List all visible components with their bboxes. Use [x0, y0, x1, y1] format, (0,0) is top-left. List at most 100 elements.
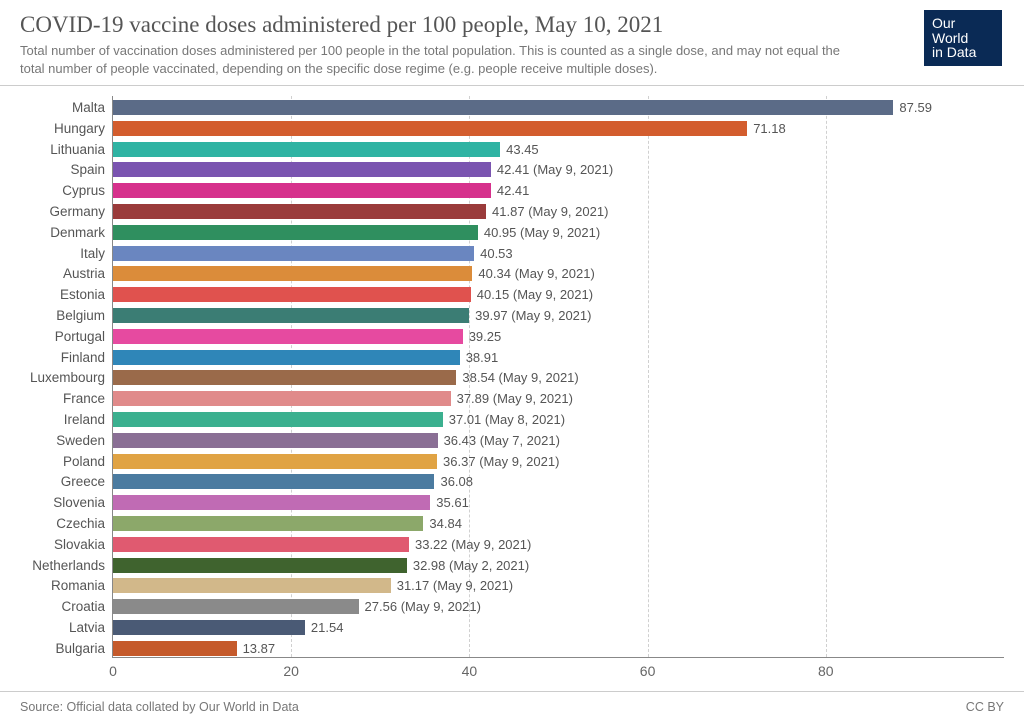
bar — [113, 578, 391, 593]
bar-row: Belgium39.97 (May 9, 2021) — [113, 305, 1004, 326]
bar-row: Slovakia33.22 (May 9, 2021) — [113, 534, 1004, 555]
value-label: 27.56 (May 9, 2021) — [365, 599, 481, 614]
bar — [113, 620, 305, 635]
country-label: Czechia — [3, 516, 113, 531]
chart-area: 020406080Malta87.59Hungary71.18Lithuania… — [0, 86, 1024, 662]
bar-row: Austria40.34 (May 9, 2021) — [113, 263, 1004, 284]
logo-line-2: in Data — [932, 44, 976, 60]
country-label: Bulgaria — [3, 641, 113, 656]
country-label: Greece — [3, 474, 113, 489]
bar — [113, 162, 491, 177]
country-label: Lithuania — [3, 142, 113, 157]
x-tick-label: 80 — [818, 663, 834, 679]
value-label: 40.53 — [480, 246, 513, 261]
bar — [113, 537, 409, 552]
value-label: 41.87 (May 9, 2021) — [492, 204, 608, 219]
bar — [113, 454, 437, 469]
value-label: 36.37 (May 9, 2021) — [443, 454, 559, 469]
source-text: Source: Official data collated by Our Wo… — [20, 700, 299, 714]
bar-row: Croatia27.56 (May 9, 2021) — [113, 596, 1004, 617]
country-label: Romania — [3, 578, 113, 593]
bar-row: Italy40.53 — [113, 243, 1004, 264]
value-label: 38.91 — [466, 350, 499, 365]
value-label: 38.54 (May 9, 2021) — [462, 370, 578, 385]
country-label: Austria — [3, 266, 113, 281]
bar — [113, 412, 443, 427]
bar — [113, 599, 359, 614]
value-label: 36.08 — [440, 474, 473, 489]
bar-row: France37.89 (May 9, 2021) — [113, 388, 1004, 409]
x-tick-label: 40 — [462, 663, 478, 679]
bar-row: Latvia21.54 — [113, 617, 1004, 638]
chart-title: COVID-19 vaccine doses administered per … — [20, 12, 1004, 38]
bar — [113, 495, 430, 510]
bar — [113, 266, 472, 281]
value-label: 34.84 — [429, 516, 462, 531]
value-label: 40.34 (May 9, 2021) — [478, 266, 594, 281]
country-label: Estonia — [3, 287, 113, 302]
country-label: Malta — [3, 100, 113, 115]
country-label: Denmark — [3, 225, 113, 240]
bar — [113, 558, 407, 573]
country-label: France — [3, 391, 113, 406]
bar — [113, 142, 500, 157]
bar-row: Lithuania43.45 — [113, 139, 1004, 160]
bar — [113, 225, 478, 240]
bar-row: Netherlands32.98 (May 2, 2021) — [113, 555, 1004, 576]
bar — [113, 121, 747, 136]
bar-row: Bulgaria13.87 — [113, 638, 1004, 659]
x-tick-label: 0 — [109, 663, 117, 679]
bar-row: Slovenia35.61 — [113, 492, 1004, 513]
value-label: 43.45 — [506, 142, 539, 157]
bar-row: Czechia34.84 — [113, 513, 1004, 534]
country-label: Italy — [3, 246, 113, 261]
value-label: 39.97 (May 9, 2021) — [475, 308, 591, 323]
country-label: Portugal — [3, 329, 113, 344]
logo-line-1: Our World — [932, 15, 968, 46]
country-label: Germany — [3, 204, 113, 219]
bar — [113, 246, 474, 261]
country-label: Netherlands — [3, 558, 113, 573]
bar-row: Ireland37.01 (May 8, 2021) — [113, 409, 1004, 430]
owid-logo: Our World in Data — [924, 10, 1002, 66]
value-label: 40.95 (May 9, 2021) — [484, 225, 600, 240]
bar-row: Hungary71.18 — [113, 118, 1004, 139]
value-label: 39.25 — [469, 329, 502, 344]
country-label: Spain — [3, 162, 113, 177]
bar — [113, 433, 438, 448]
bar-row: Sweden36.43 (May 7, 2021) — [113, 430, 1004, 451]
x-tick-label: 60 — [640, 663, 656, 679]
value-label: 31.17 (May 9, 2021) — [397, 578, 513, 593]
country-label: Slovenia — [3, 495, 113, 510]
bar — [113, 204, 486, 219]
value-label: 71.18 — [753, 121, 786, 136]
value-label: 40.15 (May 9, 2021) — [477, 287, 593, 302]
license-text: CC BY — [966, 700, 1004, 714]
plot-area: 020406080Malta87.59Hungary71.18Lithuania… — [112, 96, 1004, 658]
value-label: 42.41 (May 9, 2021) — [497, 162, 613, 177]
country-label: Slovakia — [3, 537, 113, 552]
value-label: 42.41 — [497, 183, 530, 198]
value-label: 37.89 (May 9, 2021) — [457, 391, 573, 406]
country-label: Sweden — [3, 433, 113, 448]
value-label: 33.22 (May 9, 2021) — [415, 537, 531, 552]
country-label: Luxembourg — [3, 370, 113, 385]
bar-row: Poland36.37 (May 9, 2021) — [113, 451, 1004, 472]
bar — [113, 308, 469, 323]
bar — [113, 350, 460, 365]
bar-row: Malta87.59 — [113, 97, 1004, 118]
bar — [113, 641, 237, 656]
bar-row: Estonia40.15 (May 9, 2021) — [113, 284, 1004, 305]
x-tick-label: 20 — [283, 663, 299, 679]
value-label: 87.59 — [899, 100, 932, 115]
bar-row: Cyprus42.41 — [113, 180, 1004, 201]
bar — [113, 370, 456, 385]
chart-header: Our World in Data COVID-19 vaccine doses… — [0, 0, 1024, 86]
bar-row: Spain42.41 (May 9, 2021) — [113, 159, 1004, 180]
country-label: Latvia — [3, 620, 113, 635]
country-label: Belgium — [3, 308, 113, 323]
bar — [113, 183, 491, 198]
country-label: Cyprus — [3, 183, 113, 198]
bar — [113, 391, 451, 406]
country-label: Ireland — [3, 412, 113, 427]
